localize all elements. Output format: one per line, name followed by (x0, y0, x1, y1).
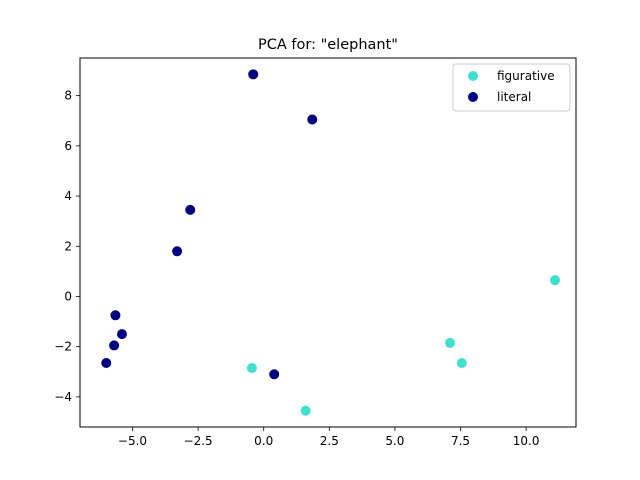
legend-marker-literal (468, 92, 478, 102)
point-literal (248, 69, 259, 80)
x-tick-label: 5.0 (385, 434, 404, 448)
point-literal (116, 329, 127, 340)
x-tick-label: 7.5 (451, 434, 470, 448)
legend: figurative literal (452, 63, 571, 112)
chart-title: PCA for: "elephant" (258, 37, 398, 53)
legend-box (452, 63, 571, 112)
y-tick-label: 4 (64, 189, 72, 203)
point-literal (269, 369, 280, 380)
point-figurative (456, 357, 467, 368)
legend-label-literal: literal (497, 90, 531, 104)
y-tick-label: 2 (64, 239, 72, 253)
point-literal (110, 310, 121, 321)
data-points (101, 69, 561, 416)
y-tick-label: −2 (54, 340, 72, 354)
point-literal (307, 114, 318, 125)
x-axis: −5.0 −2.5 0.0 2.5 5.0 7.5 10.0 (118, 427, 540, 448)
y-axis: −4 −2 0 2 4 6 8 (54, 89, 80, 404)
y-tick-label: 0 (64, 289, 72, 303)
legend-label-figurative: figurative (497, 69, 555, 83)
plot-area-frame (79, 57, 577, 428)
legend-marker-figurative (468, 71, 478, 81)
x-tick-label: −2.5 (184, 434, 213, 448)
y-tick-label: −4 (54, 390, 72, 404)
point-figurative (550, 275, 561, 286)
x-tick-label: −5.0 (118, 434, 147, 448)
y-tick-label: 6 (64, 139, 72, 153)
point-literal (185, 204, 196, 215)
x-tick-label: 2.5 (320, 434, 339, 448)
point-literal (109, 340, 120, 351)
point-figurative (300, 405, 311, 416)
x-tick-label: 10.0 (513, 434, 540, 448)
point-literal (101, 357, 112, 368)
y-tick-label: 8 (64, 89, 72, 103)
point-literal (172, 246, 183, 257)
point-figurative (445, 337, 456, 348)
point-figurative (246, 363, 257, 374)
x-tick-label: 0.0 (254, 434, 273, 448)
